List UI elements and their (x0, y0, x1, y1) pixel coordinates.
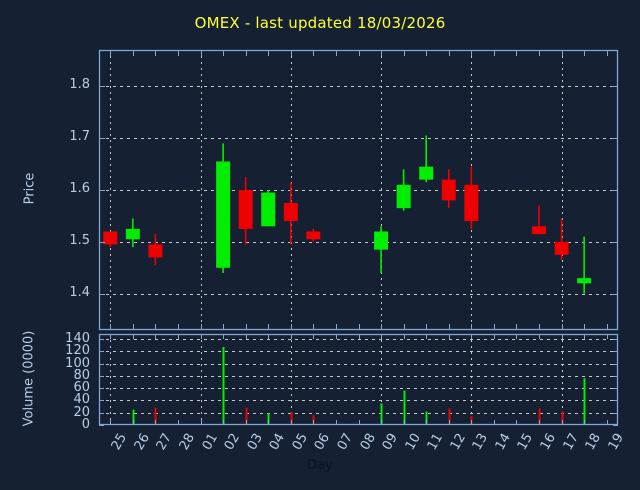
candle-27 (148, 234, 163, 266)
candle-body (125, 228, 140, 240)
candle-body (283, 202, 298, 222)
candle-body (261, 192, 276, 227)
volume-panel-bg (99, 334, 618, 425)
candle-body (396, 184, 411, 209)
candle-25 (103, 231, 118, 248)
candle-body (441, 179, 456, 201)
candle-body (554, 241, 569, 255)
volume-tick-label: 140 (65, 330, 90, 346)
candle-body (306, 231, 321, 240)
volume-axis-frame (98, 333, 619, 426)
candle-02 (216, 143, 231, 273)
candle-body (532, 226, 547, 235)
price-tick-label: 1.5 (69, 232, 90, 248)
candle-17 (554, 218, 569, 260)
candle-13 (464, 166, 479, 229)
price-tick-label: 1.8 (69, 77, 90, 93)
price-tick-label: 1.6 (69, 181, 90, 196)
candle-11 (419, 135, 434, 183)
candle-10 (396, 169, 411, 211)
price-tick-label: 1.4 (69, 284, 90, 300)
volume-tick-label: 0 (81, 417, 90, 432)
price-tick-label: 1.7 (69, 129, 90, 145)
volume-tick-label: 100 (65, 355, 90, 371)
candle-09 (374, 226, 389, 273)
candle-26 (125, 218, 140, 248)
candle-03 (238, 177, 253, 245)
candle-12 (441, 169, 456, 209)
volume-tick-label: 80 (73, 367, 90, 383)
candle-body (374, 231, 389, 250)
candlestick-plot (98, 49, 619, 426)
chart-title: OMEX - last updated 18/03/2026 (194, 14, 446, 32)
candle-body (464, 184, 479, 222)
candle-18 (577, 236, 592, 294)
volume-tick-label: 40 (73, 392, 90, 408)
candle-body (103, 231, 118, 245)
candle-16 (532, 205, 547, 235)
candle-body (577, 278, 592, 284)
volume-tick-label: 60 (73, 380, 90, 396)
candle-04 (261, 190, 276, 227)
candle-06 (306, 228, 321, 242)
x-axis-label: Day (307, 458, 333, 473)
candle-body (238, 190, 253, 229)
candle-body (216, 161, 231, 268)
candle-body (148, 244, 163, 258)
volume-tick-label: 20 (73, 404, 90, 420)
volume-tick-label: 120 (65, 343, 90, 359)
candle-05 (283, 182, 298, 245)
candle-body (419, 166, 434, 180)
chart-canvas: OMEX - last updated 18/03/2026 Price Vol… (21, 14, 627, 473)
